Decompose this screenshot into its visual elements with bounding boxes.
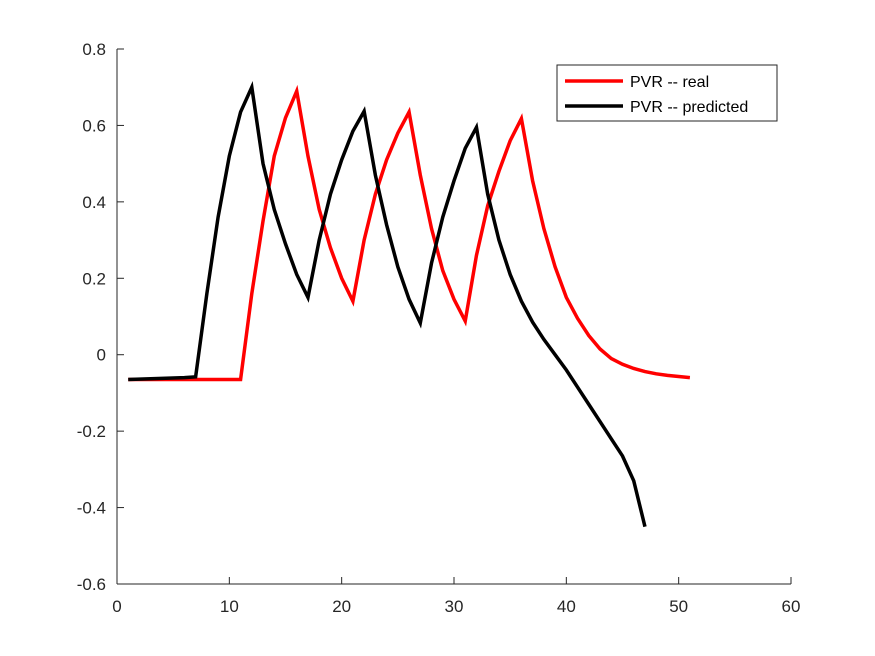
legend: PVR -- real PVR -- predicted: [556, 64, 778, 122]
y-tick-label: 0.8: [82, 40, 106, 59]
x-tick-label: 20: [332, 597, 351, 616]
series-line-1: [128, 81, 647, 528]
y-tick-label: 0: [97, 346, 106, 365]
plot-area: [128, 81, 691, 528]
x-tick-label: 30: [445, 597, 464, 616]
x-tick-label: 60: [782, 597, 801, 616]
y-tick-label: 0.2: [82, 269, 106, 288]
legend-label-1: PVR -- predicted: [630, 99, 748, 116]
y-tick-label: 0.6: [82, 116, 106, 135]
y-tick-label: -0.2: [77, 422, 106, 441]
y-tick-label: 0.4: [82, 193, 106, 212]
legend-label-0: PVR -- real: [630, 74, 709, 91]
series-line-0: [128, 84, 691, 382]
y-tick-label: -0.4: [77, 499, 106, 518]
x-tick-label: 50: [669, 597, 688, 616]
y-tick-label: -0.6: [77, 575, 106, 594]
x-tick-label: 0: [112, 597, 121, 616]
x-tick-label: 40: [557, 597, 576, 616]
axes: 0 10 20 30 40 50 60 -0.6 -0.4 -0.2 0 0.2 0.4 0.6 0.8: [77, 40, 801, 616]
legend-box: [556, 64, 778, 122]
x-tick-label: 10: [220, 597, 239, 616]
